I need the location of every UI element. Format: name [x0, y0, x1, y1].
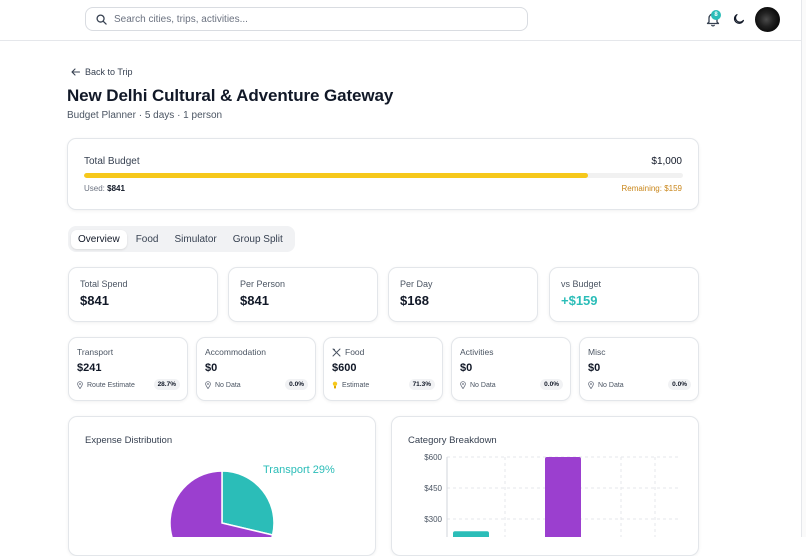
y-tick-label: $600: [424, 453, 442, 462]
category-value: $0: [588, 362, 601, 374]
category-label: Activities: [460, 347, 494, 357]
category-card-misc: Misc $0 No Data 0.0%: [579, 337, 699, 401]
stat-per-day: Per Day $168: [388, 267, 538, 322]
avatar[interactable]: [755, 7, 780, 32]
category-value: $0: [460, 362, 473, 374]
category-value: $241: [77, 362, 102, 374]
category-source: No Data: [588, 381, 624, 389]
pie-slice-food: [169, 470, 274, 537]
budget-remaining: Remaining: $159: [621, 184, 682, 193]
category-percent: 28.7%: [153, 379, 180, 390]
stat-per-person: Per Person $841: [228, 267, 378, 322]
category-breakdown-panel: Category Breakdown $600 $450 $300: [391, 416, 699, 556]
budget-progress-track: [84, 173, 683, 178]
category-label: Accommodation: [205, 347, 266, 357]
pie-chart: Transport 29%: [169, 464, 335, 537]
category-card-transport: Transport $241 Route Estimate 28.7%: [68, 337, 188, 401]
category-value: $600: [332, 362, 357, 374]
category-percent: 0.0%: [285, 379, 308, 390]
budget-label: Total Budget: [84, 156, 140, 167]
bar-transport: [453, 531, 489, 537]
map-pin-icon: [205, 381, 211, 389]
stat-total-spend: Total Spend $841: [68, 267, 218, 322]
stat-value: $841: [80, 293, 109, 308]
category-value: $0: [205, 362, 218, 374]
tab-overview[interactable]: Overview: [71, 229, 127, 249]
stat-value: $168: [400, 293, 429, 308]
category-card-accommodation: Accommodation $0 No Data 0.0%: [196, 337, 316, 401]
stat-value: $841: [240, 293, 269, 308]
bar-chart: $600 $450 $300: [424, 453, 680, 537]
category-label: Food: [332, 347, 364, 357]
tab-simulator[interactable]: Simulator: [174, 233, 217, 245]
bar-chart-title: Category Breakdown: [408, 435, 497, 446]
category-source: Route Estimate: [77, 381, 135, 389]
utensils-icon: [332, 348, 341, 356]
stat-value: +$159: [561, 293, 598, 308]
notification-badge: 8: [711, 10, 721, 20]
category-percent: 0.0%: [540, 379, 563, 390]
arrow-left-icon: [71, 68, 80, 76]
category-card-food: Food $600 Estimate 71.3%: [323, 337, 443, 401]
map-pin-icon: [460, 381, 466, 389]
stat-label: Total Spend: [80, 279, 128, 289]
budget-total: $1,000: [651, 156, 682, 167]
y-tick-label: $450: [424, 484, 442, 493]
category-label: Misc: [588, 347, 606, 357]
page-subtitle: Budget Planner · 5 days · 1 person: [67, 110, 223, 121]
lightbulb-icon: [332, 381, 338, 389]
budget-used: Used: $841: [84, 184, 125, 193]
stat-label: Per Day: [400, 279, 433, 289]
expense-distribution-panel: Expense Distribution Transport 29%: [68, 416, 376, 556]
stat-vs-budget: vs Budget +$159: [549, 267, 699, 322]
search-box[interactable]: [85, 7, 528, 31]
category-source: No Data: [205, 381, 241, 389]
category-percent: 71.3%: [408, 379, 435, 390]
tab-food[interactable]: Food: [135, 233, 159, 245]
pie-chart-title: Expense Distribution: [85, 435, 173, 446]
category-source: No Data: [460, 381, 496, 389]
y-tick-label: $300: [424, 515, 442, 524]
budget-card: Total Budget $1,000 Used: $841 Remaining…: [67, 138, 699, 210]
category-label: Transport: [77, 347, 114, 357]
search-icon: [96, 13, 107, 25]
map-pin-icon: [77, 381, 83, 389]
bar-food: [545, 457, 581, 537]
pie-slice-transport: [221, 470, 275, 536]
page-title: New Delhi Cultural & Adventure Gateway: [67, 86, 394, 105]
stat-label: vs Budget: [561, 279, 602, 289]
back-to-trip-link[interactable]: Back to Trip: [71, 67, 133, 77]
back-label: Back to Trip: [85, 67, 133, 77]
tab-group-split[interactable]: Group Split: [232, 233, 283, 245]
view-tabs: Overview Food Simulator Group Split: [68, 226, 295, 252]
moon-icon[interactable]: [733, 13, 745, 25]
budget-progress-fill: [84, 173, 588, 178]
stat-label: Per Person: [240, 279, 286, 289]
category-source: Estimate: [332, 381, 369, 389]
category-percent: 0.0%: [668, 379, 691, 390]
pie-data-label: Transport 29%: [263, 464, 335, 476]
top-bar: 8: [0, 0, 806, 41]
category-card-activities: Activities $0 No Data 0.0%: [451, 337, 571, 401]
map-pin-icon: [588, 381, 594, 389]
search-input[interactable]: [114, 13, 514, 25]
scrollbar[interactable]: [801, 0, 806, 537]
